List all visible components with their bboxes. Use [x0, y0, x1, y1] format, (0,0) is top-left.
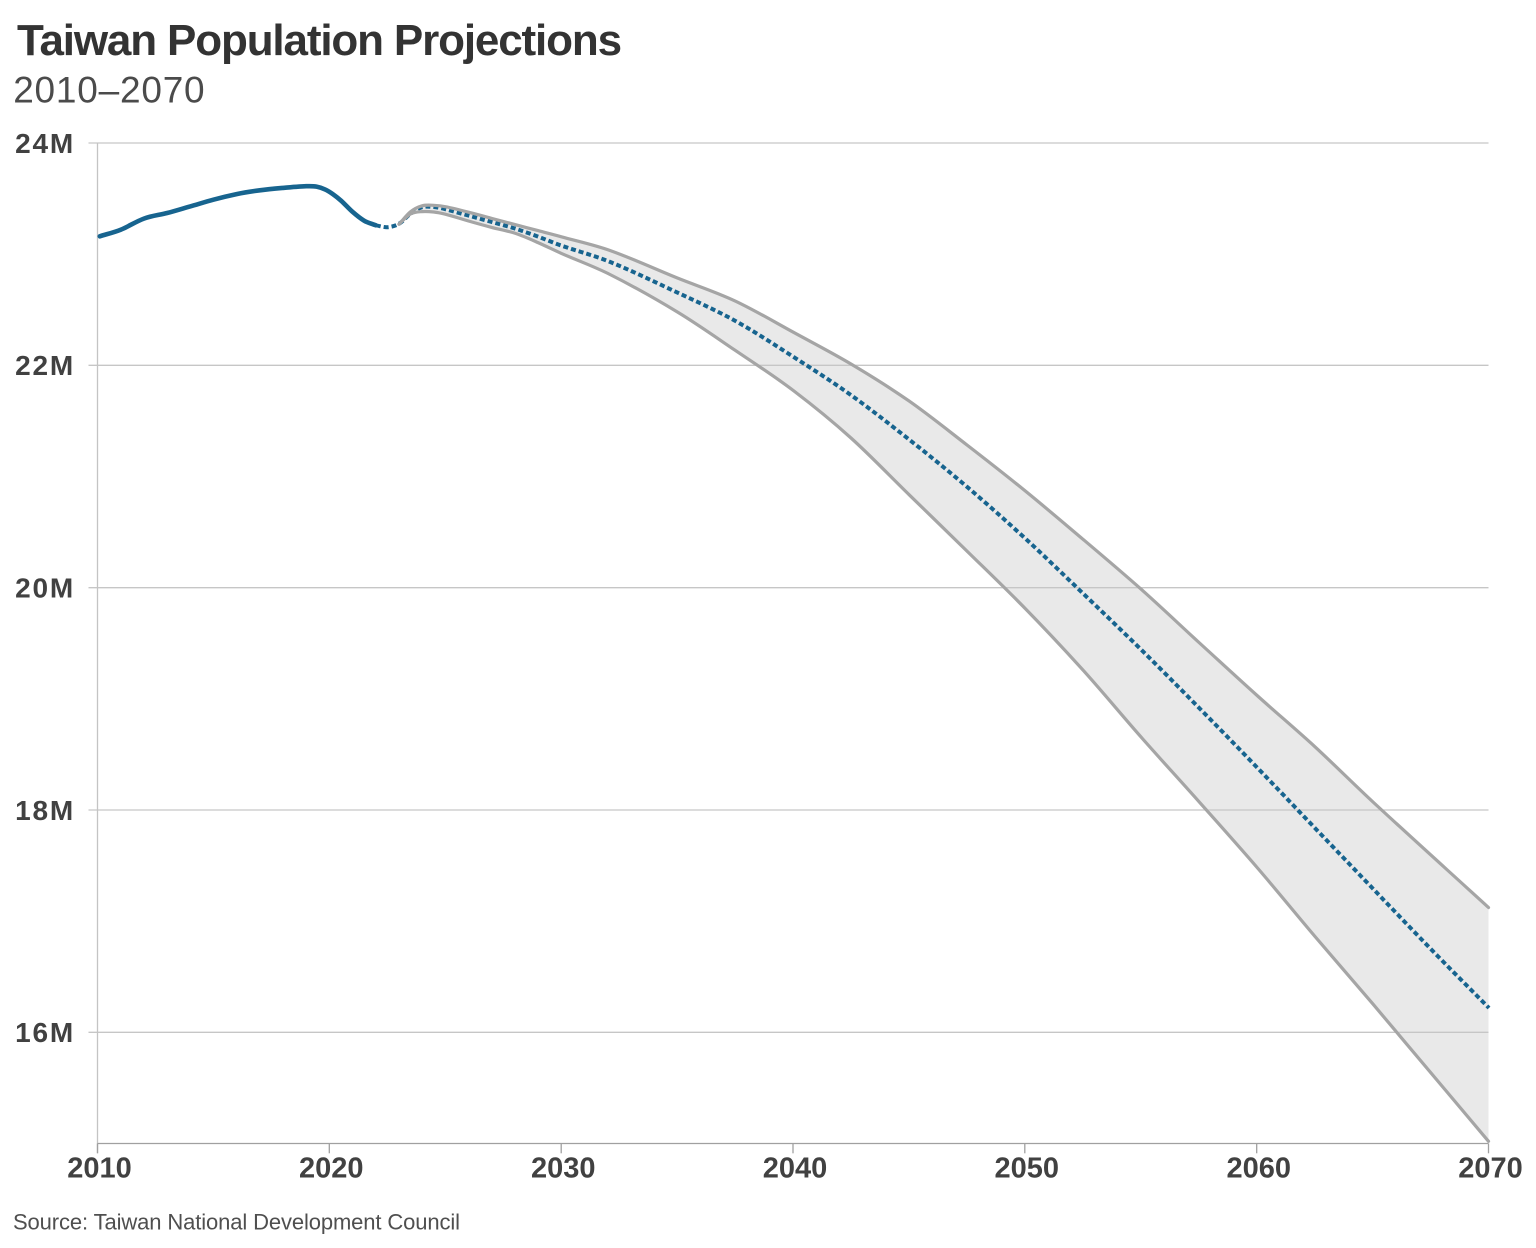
svg-text:2020: 2020	[299, 1153, 364, 1185]
svg-text:2010–2070: 2010–2070	[13, 69, 205, 110]
svg-text:20M: 20M	[15, 573, 75, 604]
svg-text:2040: 2040	[763, 1153, 828, 1185]
svg-text:2060: 2060	[1226, 1153, 1291, 1185]
svg-text:Taiwan Population Projections: Taiwan Population Projections	[17, 16, 621, 65]
svg-text:Source: Taiwan National Develo: Source: Taiwan National Development Coun…	[13, 1210, 460, 1235]
svg-text:2010: 2010	[67, 1153, 132, 1185]
svg-text:24M: 24M	[15, 128, 75, 159]
svg-text:2030: 2030	[531, 1153, 596, 1185]
svg-text:16M: 16M	[15, 1017, 75, 1048]
svg-text:18M: 18M	[15, 795, 75, 826]
svg-text:2050: 2050	[995, 1153, 1060, 1185]
svg-text:2070: 2070	[1458, 1153, 1523, 1185]
svg-text:22M: 22M	[15, 350, 75, 381]
